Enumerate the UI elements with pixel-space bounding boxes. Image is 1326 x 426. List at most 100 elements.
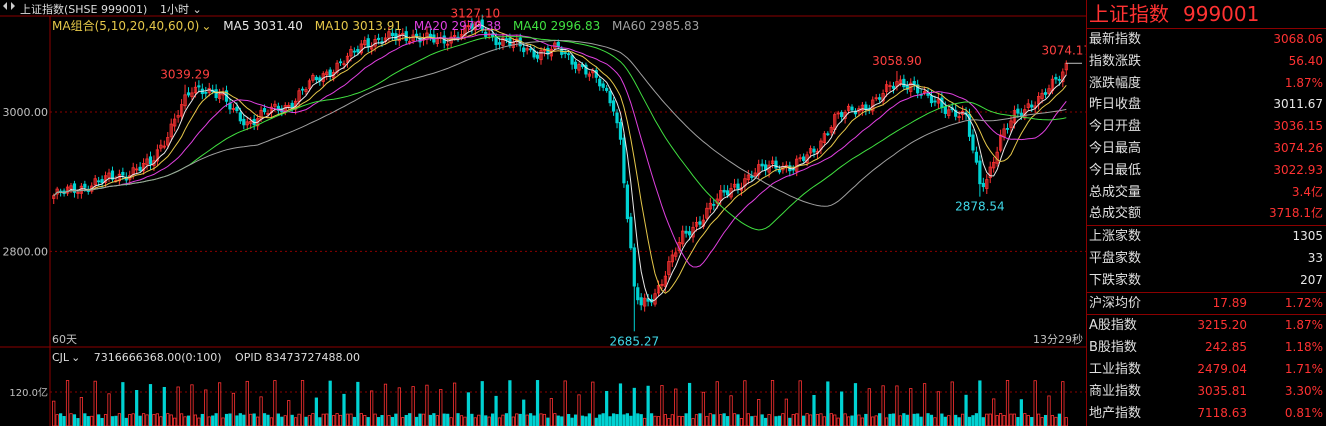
ma40-label: MA40 2996.83: [512, 19, 601, 33]
volume-bar: [940, 413, 944, 426]
candle-body: [874, 97, 878, 100]
cjl-label[interactable]: CJL: [52, 351, 70, 364]
volume-bar: [97, 414, 101, 426]
chevron-down-icon[interactable]: ⌄: [71, 351, 81, 364]
candle-body: [936, 98, 941, 104]
candle-body: [446, 43, 450, 46]
panel-row[interactable]: 昨日收盘 3011.67: [1087, 94, 1326, 116]
countdown-label: 13分29秒: [1033, 332, 1083, 346]
volume-bar: [411, 386, 415, 426]
candle-body: [860, 104, 864, 111]
volume-bar: [390, 416, 395, 426]
row-value: 56.40: [1288, 53, 1323, 68]
candle-body: [121, 171, 125, 176]
panel-row[interactable]: 总成交额 3718.1亿: [1087, 203, 1326, 225]
candle-body: [584, 64, 588, 75]
volume-bar: [888, 413, 892, 426]
volume-bar: [352, 416, 356, 426]
panel-row[interactable]: A股指数 3215.20 1.87%: [1087, 315, 1326, 337]
volume-bar: [978, 380, 982, 426]
volume-bar: [314, 397, 318, 426]
volume-bar: [370, 390, 374, 426]
volume-bar: [290, 414, 294, 426]
volume-bar: [491, 413, 495, 426]
row-value: 7118.63: [1197, 405, 1247, 420]
volume-bar: [446, 413, 450, 426]
volume-bar: [822, 416, 826, 426]
volume-bar: [795, 413, 799, 426]
volume-bar: [954, 414, 958, 426]
volume-bar: [691, 418, 695, 426]
volume-bar: [148, 384, 153, 426]
panel-row[interactable]: 商业指数 3035.81 3.30%: [1087, 381, 1326, 403]
volume-bar: [117, 413, 121, 426]
panel-row[interactable]: 工业指数 2479.04 1.71%: [1087, 359, 1326, 381]
collapse-icon[interactable]: [2, 1, 16, 14]
candle-body: [985, 179, 989, 189]
volume-bar: [504, 413, 509, 426]
volume-bar: [197, 417, 201, 426]
panel-row[interactable]: 指数涨跌 56.40: [1087, 51, 1326, 73]
volume-bar: [936, 391, 941, 426]
volume-bar: [159, 416, 163, 426]
volume-bar: [643, 417, 647, 426]
candle-body: [736, 183, 740, 189]
volume-bar: [746, 413, 750, 426]
panel-row[interactable]: 上涨家数 1305: [1087, 226, 1326, 248]
candle-body: [477, 20, 481, 23]
chevron-down-icon[interactable]: ⌄: [201, 19, 212, 33]
ma-group-label[interactable]: MA组合(5,10,20,40,60,0): [52, 19, 200, 33]
volume-bar: [622, 414, 626, 426]
volume-bar: [477, 414, 481, 426]
panel-row[interactable]: B股指数 242.85 1.18%: [1087, 337, 1326, 359]
volume-bar: [1043, 414, 1048, 426]
row-value: 242.85: [1205, 340, 1247, 355]
panel-row[interactable]: 总成交量 3.4亿: [1087, 182, 1326, 204]
volume-bar: [515, 413, 519, 426]
panel-row[interactable]: 今日最低 3022.93: [1087, 160, 1326, 182]
candle-body: [681, 230, 685, 245]
chart-canvas[interactable]: 3000.00 2800.00 120.0亿 60天 13分29秒 3039.29 3127…: [0, 0, 1086, 426]
volume-bar: [701, 391, 706, 426]
candle-body: [338, 61, 343, 64]
candle-body: [242, 118, 246, 126]
volume-bar: [732, 413, 737, 426]
volume-bar: [846, 416, 851, 426]
candle-body: [262, 108, 267, 113]
volume-bar: [238, 413, 242, 426]
panel-row[interactable]: 今日开盘 3036.15: [1087, 116, 1326, 138]
kline-chart[interactable]: 3000.00 2800.00 120.0亿 60天 13分29秒 3039.29 3127…: [0, 0, 1086, 426]
panel-row[interactable]: 今日最高 3074.26: [1087, 138, 1326, 160]
candle-body: [850, 106, 854, 111]
candle-body: [1047, 88, 1051, 94]
volume-bar: [881, 385, 885, 426]
volume-bar: [625, 413, 629, 426]
volume-bar: [497, 417, 502, 426]
volume-bar: [764, 417, 768, 426]
candle-body: [957, 116, 961, 119]
candle-body: [770, 160, 775, 164]
volume-bar: [193, 414, 198, 426]
volume-bar: [573, 414, 578, 426]
volume-bar: [608, 416, 612, 426]
candle-body: [829, 127, 833, 133]
panel-row[interactable]: 涨跌幅度 1.87%: [1087, 73, 1326, 95]
panel-row[interactable]: 最新指数 3068.06: [1087, 29, 1326, 51]
row-value: 3068.06: [1273, 32, 1323, 46]
volume-bar: [186, 415, 191, 426]
panel-row[interactable]: 平盘家数 33: [1087, 248, 1326, 270]
panel-row[interactable]: 地产指数 7118.63 0.81%: [1087, 403, 1326, 425]
volume-bar: [1054, 416, 1058, 426]
volume-bar: [252, 413, 256, 426]
volume-bar: [760, 414, 764, 426]
candle-body: [643, 297, 647, 307]
panel-index-code: 999001: [1183, 2, 1260, 26]
candle-body: [573, 61, 578, 69]
avg-price-pct: 1.72%: [1284, 295, 1323, 310]
panel-row[interactable]: 下跌家数 207: [1087, 270, 1326, 292]
period-selector[interactable]: 1小时 ⌄: [160, 1, 202, 17]
row-label: 平盘家数: [1089, 250, 1142, 266]
volume-bar: [674, 388, 678, 426]
candle-body: [304, 89, 308, 92]
volume-bar: [570, 417, 574, 426]
